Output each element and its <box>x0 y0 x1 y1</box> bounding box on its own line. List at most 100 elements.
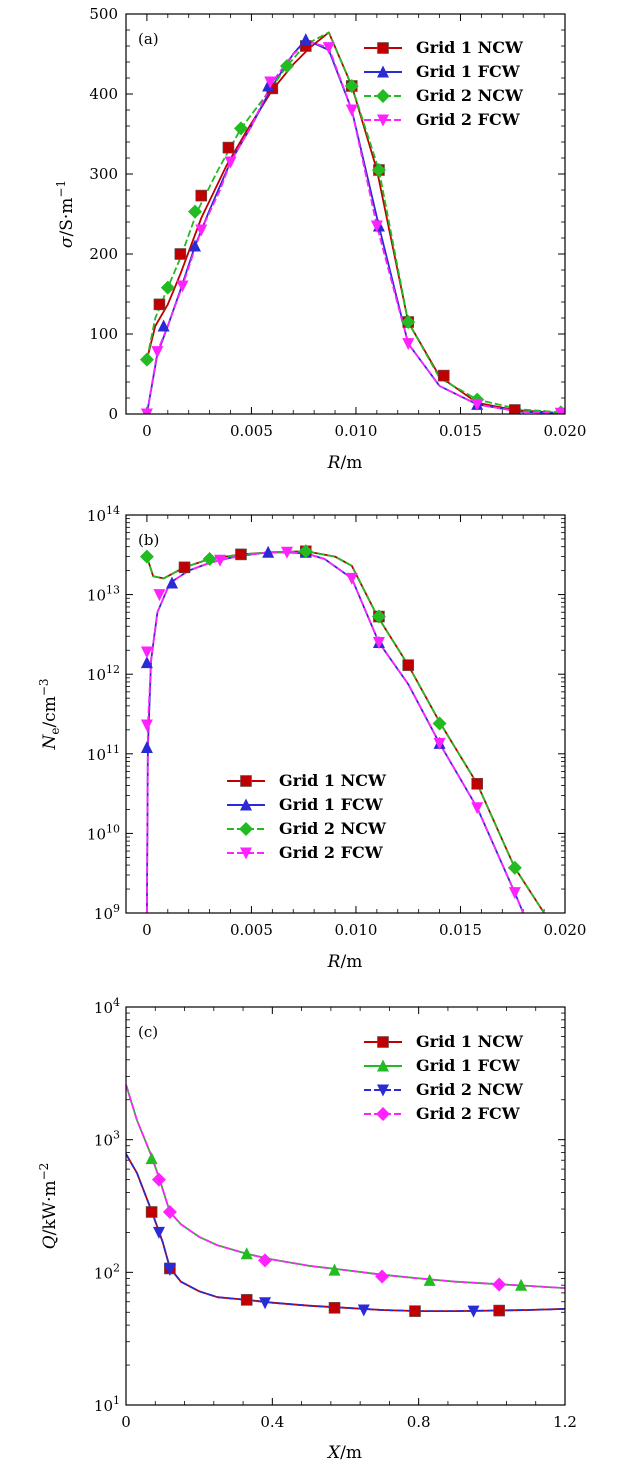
data-point <box>344 79 359 93</box>
data-point <box>554 407 565 414</box>
legend-label: Grid 2 FCW <box>416 110 521 129</box>
data-point <box>140 656 153 669</box>
data-point <box>409 1305 421 1317</box>
data-point <box>202 552 217 567</box>
data-point <box>174 248 187 260</box>
plot-area <box>126 1084 565 1318</box>
y-tick-label: 1014 <box>87 504 120 525</box>
series-markers-1 <box>145 1206 505 1317</box>
chart-panel-a: 0 0.005 0.010 0.015 0.020 0 100 200 300 400 500 (a)… <box>54 5 586 473</box>
legend-marker <box>377 42 389 54</box>
plot-frame <box>125 514 566 914</box>
legend-marker <box>377 1036 389 1048</box>
legend-label: Grid 2 NCW <box>416 86 524 105</box>
data-point <box>235 548 247 561</box>
series-line-3 <box>126 1153 565 1312</box>
legend-marker <box>376 89 390 103</box>
x-tick-label: 0.015 <box>439 422 482 440</box>
data-point <box>433 737 446 750</box>
y-tick-label: 102 <box>94 1261 120 1282</box>
y-tick-label: 1012 <box>87 663 120 684</box>
y-tick-label: 1011 <box>87 743 120 764</box>
series-markers-4 <box>140 546 521 900</box>
series-line-3 <box>146 550 545 913</box>
data-point <box>471 398 484 411</box>
data-point <box>371 609 386 624</box>
legend-label: Grid 1 FCW <box>279 795 384 814</box>
x-tick-label: 0.4 <box>260 1413 284 1431</box>
data-point <box>401 315 416 329</box>
data-point <box>240 1247 253 1260</box>
x-tick-label: 1.2 <box>553 1413 577 1431</box>
y-tick-label: 109 <box>94 902 120 923</box>
legend-marker <box>240 798 252 811</box>
data-point <box>328 1263 341 1276</box>
data-point <box>258 1253 273 1268</box>
series-markers-2 <box>140 545 446 753</box>
data-point <box>259 1297 272 1310</box>
y-tick-label: 0 <box>108 405 118 423</box>
legend-label: Grid 1 NCW <box>416 38 524 57</box>
series-markers-4 <box>151 1172 507 1292</box>
legend: Grid 1 NCW Grid 1 FCW Grid 2 NCW Grid 2 FCW <box>227 771 387 862</box>
panel-label: (b) <box>138 531 159 549</box>
data-point <box>509 404 521 414</box>
y-tick-label: 104 <box>94 996 120 1017</box>
series-line-4 <box>126 1084 565 1289</box>
data-point <box>322 42 335 55</box>
data-point <box>153 298 166 311</box>
data-point <box>508 887 521 900</box>
legend: Grid 1 NCW Grid 1 FCW Grid 2 NCW Grid 2 FCW <box>364 38 524 129</box>
legend-marker <box>377 65 389 78</box>
series-markers-3 <box>139 59 565 414</box>
x-axis-label: R/m <box>327 453 363 473</box>
x-tick-label: 0.020 <box>544 422 587 440</box>
y-axis-label: σ/S·m−1 <box>54 180 77 248</box>
data-point <box>233 121 248 136</box>
panel-label: (c) <box>138 1023 158 1041</box>
legend-label: Grid 1 FCW <box>416 62 521 81</box>
x-tick-label: 0.005 <box>230 422 273 440</box>
chart-panel-b: 0 0.005 0.010 0.015 0.020 109 1010 1011 1012 1013… <box>37 504 586 972</box>
y-tick-label: 300 <box>89 165 118 183</box>
data-point <box>432 716 447 731</box>
x-tick-label: 0 <box>121 1413 131 1431</box>
x-tick-label: 0.010 <box>334 921 377 939</box>
x-tick-label: 0.010 <box>334 422 377 440</box>
data-point <box>153 589 166 602</box>
data-point <box>375 1269 390 1284</box>
data-point <box>515 1278 528 1291</box>
data-point <box>262 79 275 92</box>
data-point <box>152 1226 165 1239</box>
x-tick-label: 0 <box>142 921 152 939</box>
y-tick-label: 500 <box>89 5 118 23</box>
data-point <box>165 576 178 589</box>
data-point <box>139 352 154 367</box>
y-axis-label: Ne/cm−3 <box>37 678 62 750</box>
data-point <box>162 1204 177 1219</box>
data-point <box>163 1264 176 1277</box>
series-markers-1 <box>178 545 484 790</box>
data-point <box>145 1206 158 1218</box>
data-point <box>357 1304 370 1317</box>
data-point <box>471 777 484 790</box>
data-point <box>187 204 202 219</box>
data-point <box>176 280 189 293</box>
plot-frame <box>125 1006 566 1406</box>
data-point <box>140 408 153 414</box>
x-axis-label: X/m <box>326 1443 362 1463</box>
data-point <box>492 1277 507 1292</box>
legend-label: Grid 2 FCW <box>416 1104 521 1123</box>
legend-label: Grid 2 NCW <box>416 1080 524 1099</box>
legend-marker <box>377 1084 389 1097</box>
x-tick-label: 0 <box>142 422 152 440</box>
data-point <box>298 544 313 559</box>
data-point <box>160 280 175 295</box>
data-point <box>370 220 383 233</box>
plot-area <box>139 544 545 913</box>
data-point <box>262 545 275 558</box>
data-point <box>140 740 153 753</box>
data-point <box>402 338 415 351</box>
plot-area <box>139 31 565 414</box>
